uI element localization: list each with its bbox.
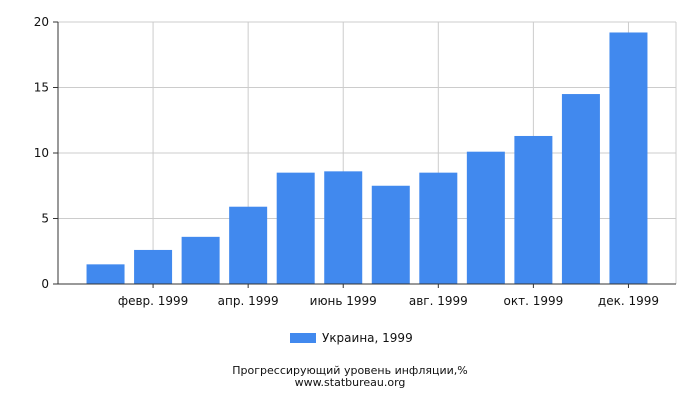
bar xyxy=(514,135,553,284)
y-tick-label: 5 xyxy=(41,212,49,226)
y-tick-label: 0 xyxy=(41,277,49,291)
legend-swatch xyxy=(290,333,316,343)
x-tick-label: авг. 1999 xyxy=(409,294,468,308)
y-tick-label: 20 xyxy=(34,15,49,29)
x-tick-label: апр. 1999 xyxy=(218,294,279,308)
source-url: www.statbureau.org xyxy=(294,376,406,389)
y-tick-labels: 0 5 10 15 20 xyxy=(34,15,49,291)
bar xyxy=(86,264,125,284)
bar xyxy=(561,94,600,284)
legend-label: Украина, 1999 xyxy=(322,331,413,345)
legend: Украина, 1999 xyxy=(290,331,413,345)
bar xyxy=(229,206,268,284)
bars xyxy=(86,32,648,285)
x-tick-label: февр. 1999 xyxy=(118,294,189,308)
bar xyxy=(134,249,173,284)
x-tick-label: дек. 1999 xyxy=(598,294,659,308)
axes xyxy=(53,21,676,288)
bar xyxy=(466,151,505,284)
y-tick-label: 10 xyxy=(34,146,49,160)
chart-caption: Прогрессирующий уровень инфляции,% xyxy=(232,364,468,377)
x-tick-label: окт. 1999 xyxy=(504,294,564,308)
x-tick-label: июнь 1999 xyxy=(310,294,377,308)
bar xyxy=(181,236,220,284)
x-tick-labels: февр. 1999 апр. 1999 июнь 1999 авг. 1999 окт… xyxy=(118,294,659,308)
bar xyxy=(276,172,315,284)
bar xyxy=(609,32,648,285)
bar xyxy=(371,185,410,284)
bar xyxy=(324,171,363,284)
y-tick-label: 15 xyxy=(34,81,49,95)
bar xyxy=(419,172,458,284)
